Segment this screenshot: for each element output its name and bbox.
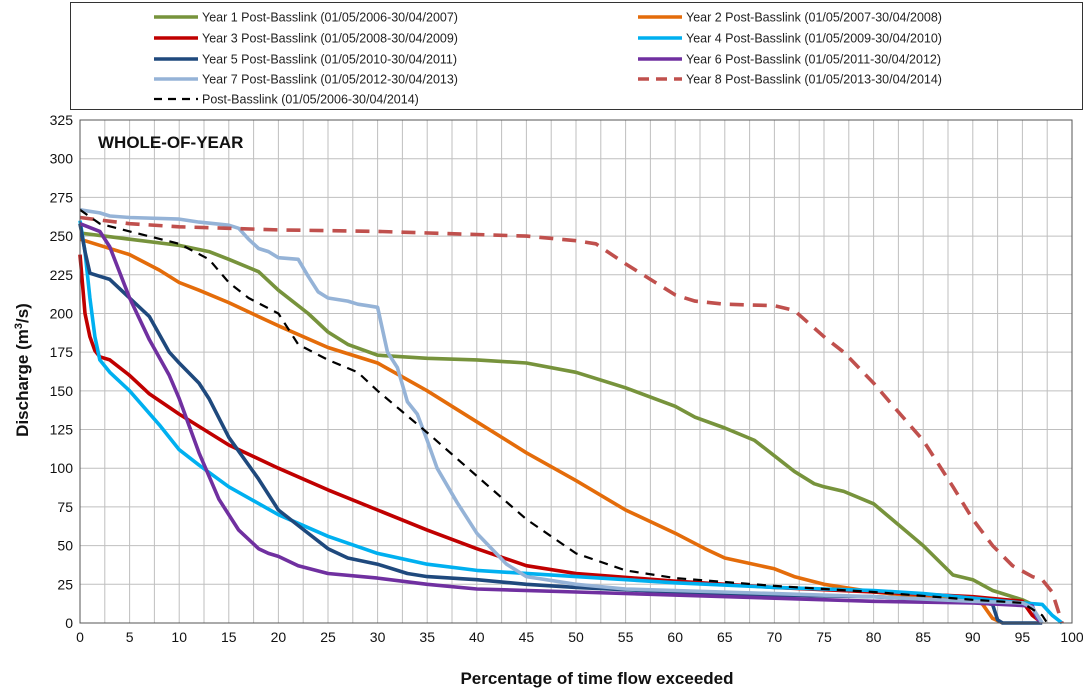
series-line-8 xyxy=(79,215,1064,624)
legend-label: Year 3 Post-Basslink (01/05/2008-30/04/2… xyxy=(202,32,458,46)
legend-label: Year 8 Post-Basslink (01/05/2013-30/04/2… xyxy=(686,73,942,87)
y-tick-label: 175 xyxy=(50,344,74,360)
y-tick-label: 50 xyxy=(57,538,73,554)
series-lines xyxy=(78,208,1064,625)
series-line-4 xyxy=(78,220,1064,625)
x-tick-label: 5 xyxy=(126,629,134,645)
legend-label: Year 4 Post-Basslink (01/05/2009-30/04/2… xyxy=(686,32,942,46)
x-tick-label: 55 xyxy=(618,629,634,645)
x-tick-label: 10 xyxy=(171,629,187,645)
y-tick-labels: 0 25 50 75 100 125 150 175 200 225 250 275 300 325 xyxy=(50,112,74,631)
series-line-3 xyxy=(78,254,1044,625)
series-line-9 xyxy=(79,208,1049,624)
legend-label: Post-Basslink (01/05/2006-30/04/2014) xyxy=(202,93,419,107)
series-line-7 xyxy=(79,208,1044,624)
x-tick-label: 40 xyxy=(469,629,485,645)
x-tick-label: 60 xyxy=(667,629,683,645)
x-tick-label: 45 xyxy=(519,629,535,645)
x-tick-label: 50 xyxy=(568,629,584,645)
legend-label: Year 7 Post-Basslink (01/05/2012-30/04/2… xyxy=(202,73,458,87)
x-tick-label: 30 xyxy=(370,629,386,645)
panel-label: WHOLE-OF-YEAR xyxy=(98,133,243,152)
x-tick-label: 95 xyxy=(1015,629,1031,645)
x-tick-label: 75 xyxy=(816,629,832,645)
x-tick-label: 90 xyxy=(965,629,981,645)
x-tick-label: 80 xyxy=(866,629,882,645)
legend-box xyxy=(70,2,1083,110)
x-tick-label: 25 xyxy=(320,629,336,645)
y-tick-label: 150 xyxy=(50,383,74,399)
y-axis-title-sup: 3 xyxy=(13,323,25,329)
y-tick-label: 75 xyxy=(57,499,73,515)
y-tick-label: 100 xyxy=(50,460,74,476)
x-tick-label: 100 xyxy=(1060,629,1083,645)
plot-border xyxy=(79,119,1073,624)
y-tick-label: 275 xyxy=(50,189,74,205)
x-tick-label: 70 xyxy=(767,629,783,645)
legend-label: Year 6 Post-Basslink (01/05/2011-30/04/2… xyxy=(686,53,941,67)
y-tick-label: 0 xyxy=(65,615,73,631)
series-line-6 xyxy=(79,222,1044,625)
x-axis-title: Percentage of time flow exceeded xyxy=(460,669,733,688)
y-axis-title-main: Discharge (m xyxy=(13,329,32,437)
x-tick-label: 35 xyxy=(419,629,435,645)
y-tick-label: 225 xyxy=(50,267,74,283)
grid-lines xyxy=(79,119,1073,624)
x-tick-label: 65 xyxy=(717,629,733,645)
legend-label: Year 2 Post-Basslink (01/05/2007-30/04/2… xyxy=(686,11,942,25)
legend-label: Year 1 Post-Basslink (01/05/2006-30/04/2… xyxy=(202,11,458,25)
series-line-2 xyxy=(79,237,1004,625)
x-tick-labels: 0 5 10 15 20 25 30 35 40 45 50 55 60 65 70 75 80 85 90 95 10… xyxy=(76,629,1083,645)
y-tick-label: 125 xyxy=(50,422,74,438)
y-tick-label: 300 xyxy=(50,151,74,167)
y-tick-label: 325 xyxy=(50,112,74,128)
series-line-5 xyxy=(78,223,1043,625)
y-tick-label: 25 xyxy=(57,576,73,592)
x-tick-label: 20 xyxy=(271,629,287,645)
x-tick-label: 15 xyxy=(221,629,237,645)
x-tick-label: 85 xyxy=(915,629,931,645)
x-tick-label: 0 xyxy=(76,629,84,645)
chart-legend: Year 1 Post-Basslink (01/05/2006-30/04/2… xyxy=(70,2,1083,110)
legend-label: Year 5 Post-Basslink (01/05/2010-30/04/2… xyxy=(202,53,457,67)
y-tick-label: 200 xyxy=(50,305,74,321)
series-line-1 xyxy=(79,231,1034,607)
y-axis-title: Discharge (m3/s) xyxy=(13,303,32,437)
y-tick-label: 250 xyxy=(50,228,74,244)
y-axis-title-tail: /s) xyxy=(13,303,32,323)
